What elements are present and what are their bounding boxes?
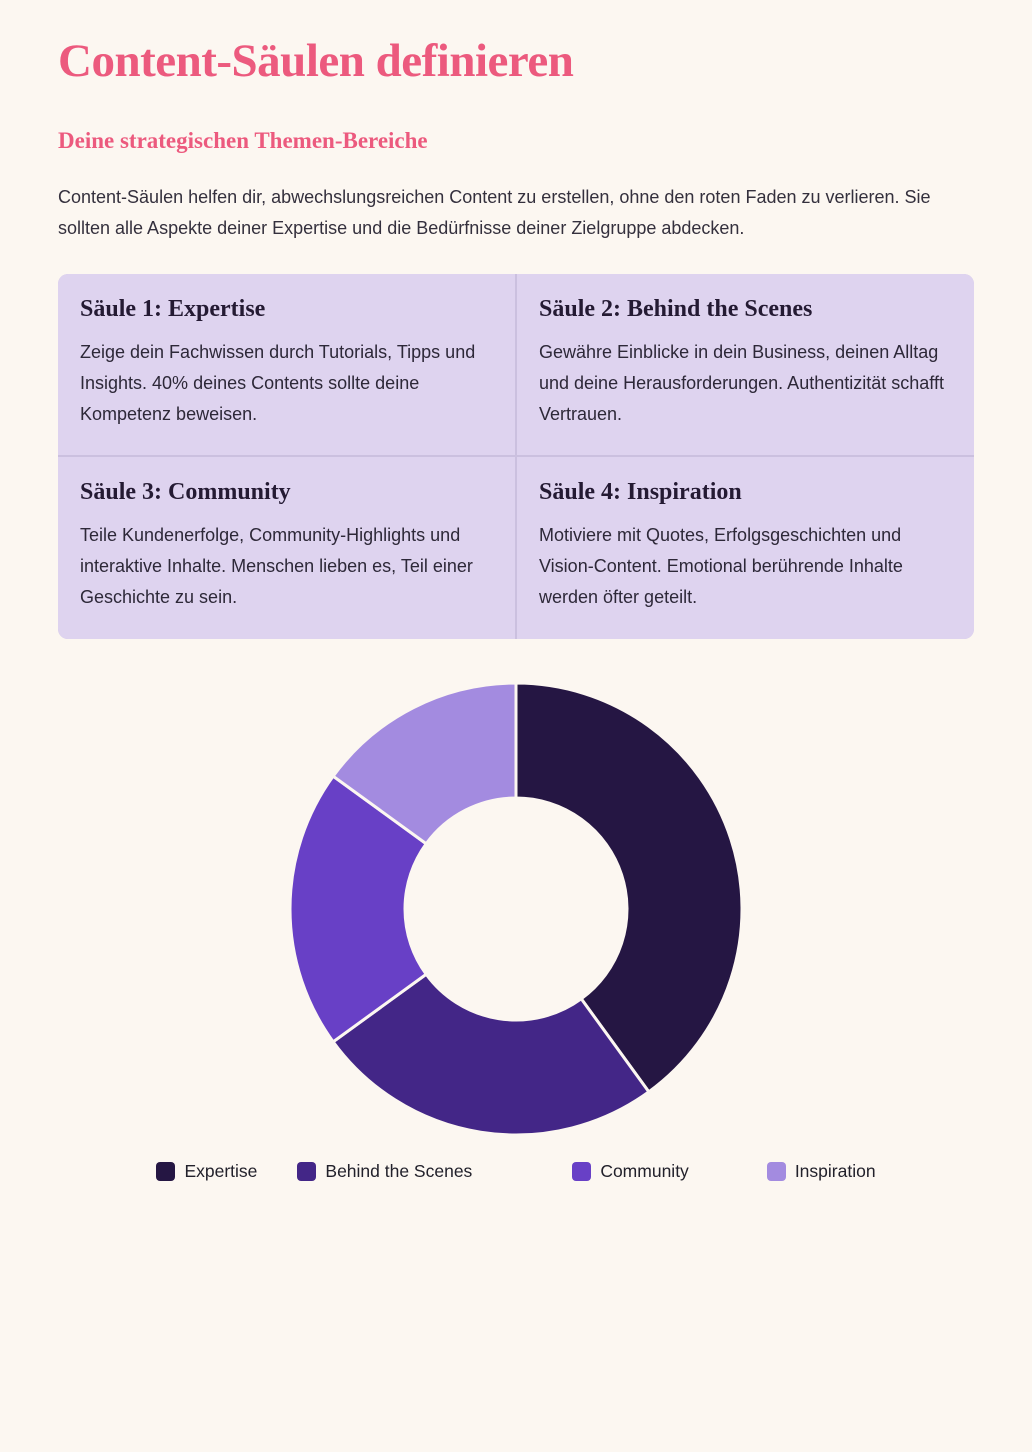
pillar-card-title: Säule 4: Inspiration <box>539 479 742 506</box>
legend-item-behind-the-scenes: Behind the Scenes <box>297 1161 472 1182</box>
pillar-card-body: Zeige dein Fachwissen durch Tutorials, T… <box>80 341 476 424</box>
pillar-card-title: Säule 3: Community <box>80 479 291 506</box>
pillar-grid: Säule 1: Expertise Zeige dein Fachwissen… <box>58 273 974 640</box>
donut-slice-behind-the-scenes <box>331 973 651 1137</box>
legend-label: Behind the Scenes <box>325 1161 473 1182</box>
pillar-card-body: Teile Kundenerfolge, Community-Highlight… <box>80 525 473 608</box>
legend-item-expertise: Expertise <box>156 1161 257 1182</box>
page-title: Content-Säulen definieren <box>58 35 574 87</box>
pillar-card-community: Säule 3: Community Teile Kundenerfolge, … <box>58 457 515 640</box>
pillar-card-expertise: Säule 1: Expertise Zeige dein Fachwissen… <box>58 273 515 456</box>
legend-item-community: Community <box>572 1161 689 1182</box>
pillar-card-body: Gewähre Einblicke in dein Business, dein… <box>539 341 944 424</box>
donut-slice-inspiration <box>331 681 518 846</box>
legend-swatch <box>156 1162 176 1182</box>
legend-label: Community <box>600 1161 689 1182</box>
legend-swatch <box>766 1162 786 1182</box>
pillar-card-inspiration: Säule 4: Inspiration Motiviere mit Quote… <box>517 457 974 640</box>
legend-label: Inspiration <box>794 1161 876 1182</box>
pillar-card-title: Säule 2: Behind the Scenes <box>539 295 813 322</box>
donut-chart-svg <box>288 681 744 1137</box>
intro-paragraph: Content-Säulen helfen dir, abwechslungsr… <box>58 186 931 238</box>
page-root: Content-Säulen definieren Deine strategi… <box>58 35 974 1182</box>
legend-swatch <box>572 1162 592 1182</box>
legend-label: Expertise <box>184 1161 258 1182</box>
donut-slice-expertise <box>514 681 744 1094</box>
donut-chart <box>58 679 974 1139</box>
page-subtitle: Deine strategischen Themen-Bereiche <box>58 127 428 153</box>
donut-slice-community <box>288 774 428 1044</box>
chart-legend: Expertise Behind the Scenes Community Inspi… <box>58 1161 974 1182</box>
legend-swatch <box>297 1162 317 1182</box>
pillar-card-title: Säule 1: Expertise <box>80 295 266 322</box>
pillar-card-body: Motiviere mit Quotes, Erfolgsgeschichten… <box>539 525 903 608</box>
legend-item-inspiration: Inspiration <box>766 1161 876 1182</box>
pillar-card-behind-the-scenes: Säule 2: Behind the Scenes Gewähre Einbl… <box>517 273 974 456</box>
